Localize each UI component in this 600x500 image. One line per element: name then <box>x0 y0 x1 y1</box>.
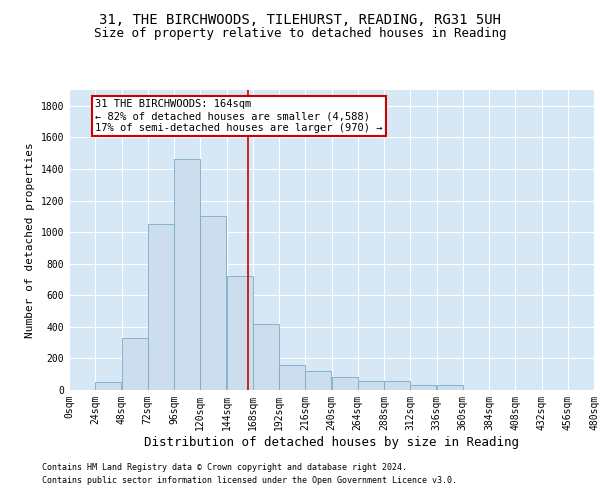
Bar <box>305 371 331 390</box>
Bar <box>279 364 305 390</box>
Text: Contains HM Land Registry data © Crown copyright and database right 2024.: Contains HM Land Registry data © Crown c… <box>42 464 407 472</box>
Bar <box>384 380 410 390</box>
Bar <box>227 276 253 390</box>
Text: Contains public sector information licensed under the Open Government Licence v3: Contains public sector information licen… <box>42 476 457 485</box>
Bar <box>95 382 121 390</box>
Bar <box>437 386 463 390</box>
Bar <box>410 386 436 390</box>
X-axis label: Distribution of detached houses by size in Reading: Distribution of detached houses by size … <box>144 436 519 448</box>
Bar <box>200 216 226 390</box>
Bar <box>253 324 279 390</box>
Bar <box>148 224 174 390</box>
Text: 31, THE BIRCHWOODS, TILEHURST, READING, RG31 5UH: 31, THE BIRCHWOODS, TILEHURST, READING, … <box>99 12 501 26</box>
Bar <box>122 338 148 390</box>
Text: 31 THE BIRCHWOODS: 164sqm
← 82% of detached houses are smaller (4,588)
17% of se: 31 THE BIRCHWOODS: 164sqm ← 82% of detac… <box>95 100 383 132</box>
Bar <box>332 378 358 390</box>
Text: Size of property relative to detached houses in Reading: Size of property relative to detached ho… <box>94 28 506 40</box>
Bar <box>358 380 384 390</box>
Y-axis label: Number of detached properties: Number of detached properties <box>25 142 35 338</box>
Bar <box>174 160 200 390</box>
